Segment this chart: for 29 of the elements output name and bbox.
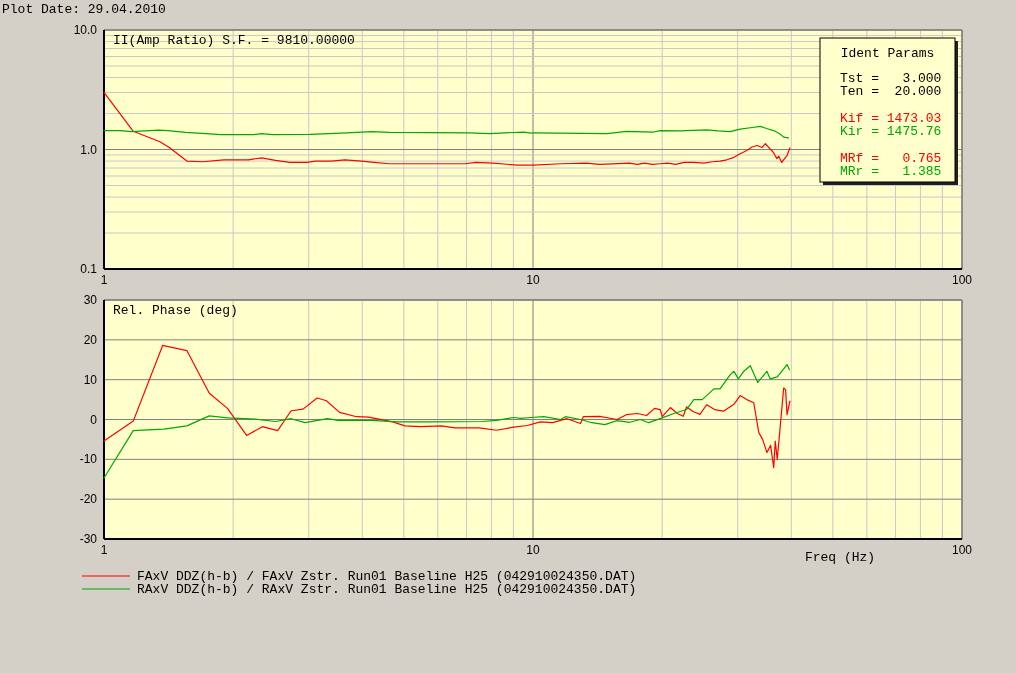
annotation: Ten = 20.000 (840, 84, 942, 99)
annotation: MRr = 1.385 (840, 164, 942, 179)
y-tick-label: 1.0 (80, 142, 98, 157)
y-tick-label: 0.1 (80, 262, 98, 276)
y-tick-label: -10 (79, 452, 98, 467)
chart-title: Rel. Phase (deg) (113, 303, 238, 318)
y-tick-label: 10.0 (73, 23, 98, 37)
annotation: MRf = 0.765 (840, 151, 942, 166)
legend-label: RAxV DDZ(h-b) / RAxV Zstr. Run01 Baseline H25 (042910024350.DAT) (137, 582, 637, 597)
x-tick-label: 100 (951, 543, 973, 557)
x-tick-label: 1 (100, 543, 108, 557)
annotation: Kif = 1473.03 (840, 111, 942, 126)
chart-title: II(Amp Ratio) S.F. = 9810.00000 (113, 33, 355, 48)
y-tick-label: 30 (83, 293, 98, 307)
y-tick-label: 0 (90, 412, 98, 427)
annotation: Tst = 3.000 (840, 71, 942, 86)
x-tick-label: 10 (526, 543, 540, 557)
text: Plot Date: 29.04.2010 (2, 2, 166, 17)
annotation: Kir = 1475.76 (840, 124, 942, 139)
text: Ident Params (840, 46, 935, 61)
x-tick-label: 10 (526, 273, 540, 287)
y-tick-label: 10 (83, 372, 98, 387)
y-tick-label: 20 (83, 332, 98, 347)
x-tick-label: 100 (951, 273, 973, 287)
x-axis-title: Freq (Hz) (804, 550, 876, 565)
x-tick-label: 1 (100, 273, 108, 287)
legend-label: FAxV DDZ(h-b) / FAxV Zstr. Run01 Baseline H25 (042910024350.DAT) (137, 569, 637, 584)
y-tick-label: -30 (79, 532, 98, 546)
y-tick-label: -20 (79, 492, 98, 507)
